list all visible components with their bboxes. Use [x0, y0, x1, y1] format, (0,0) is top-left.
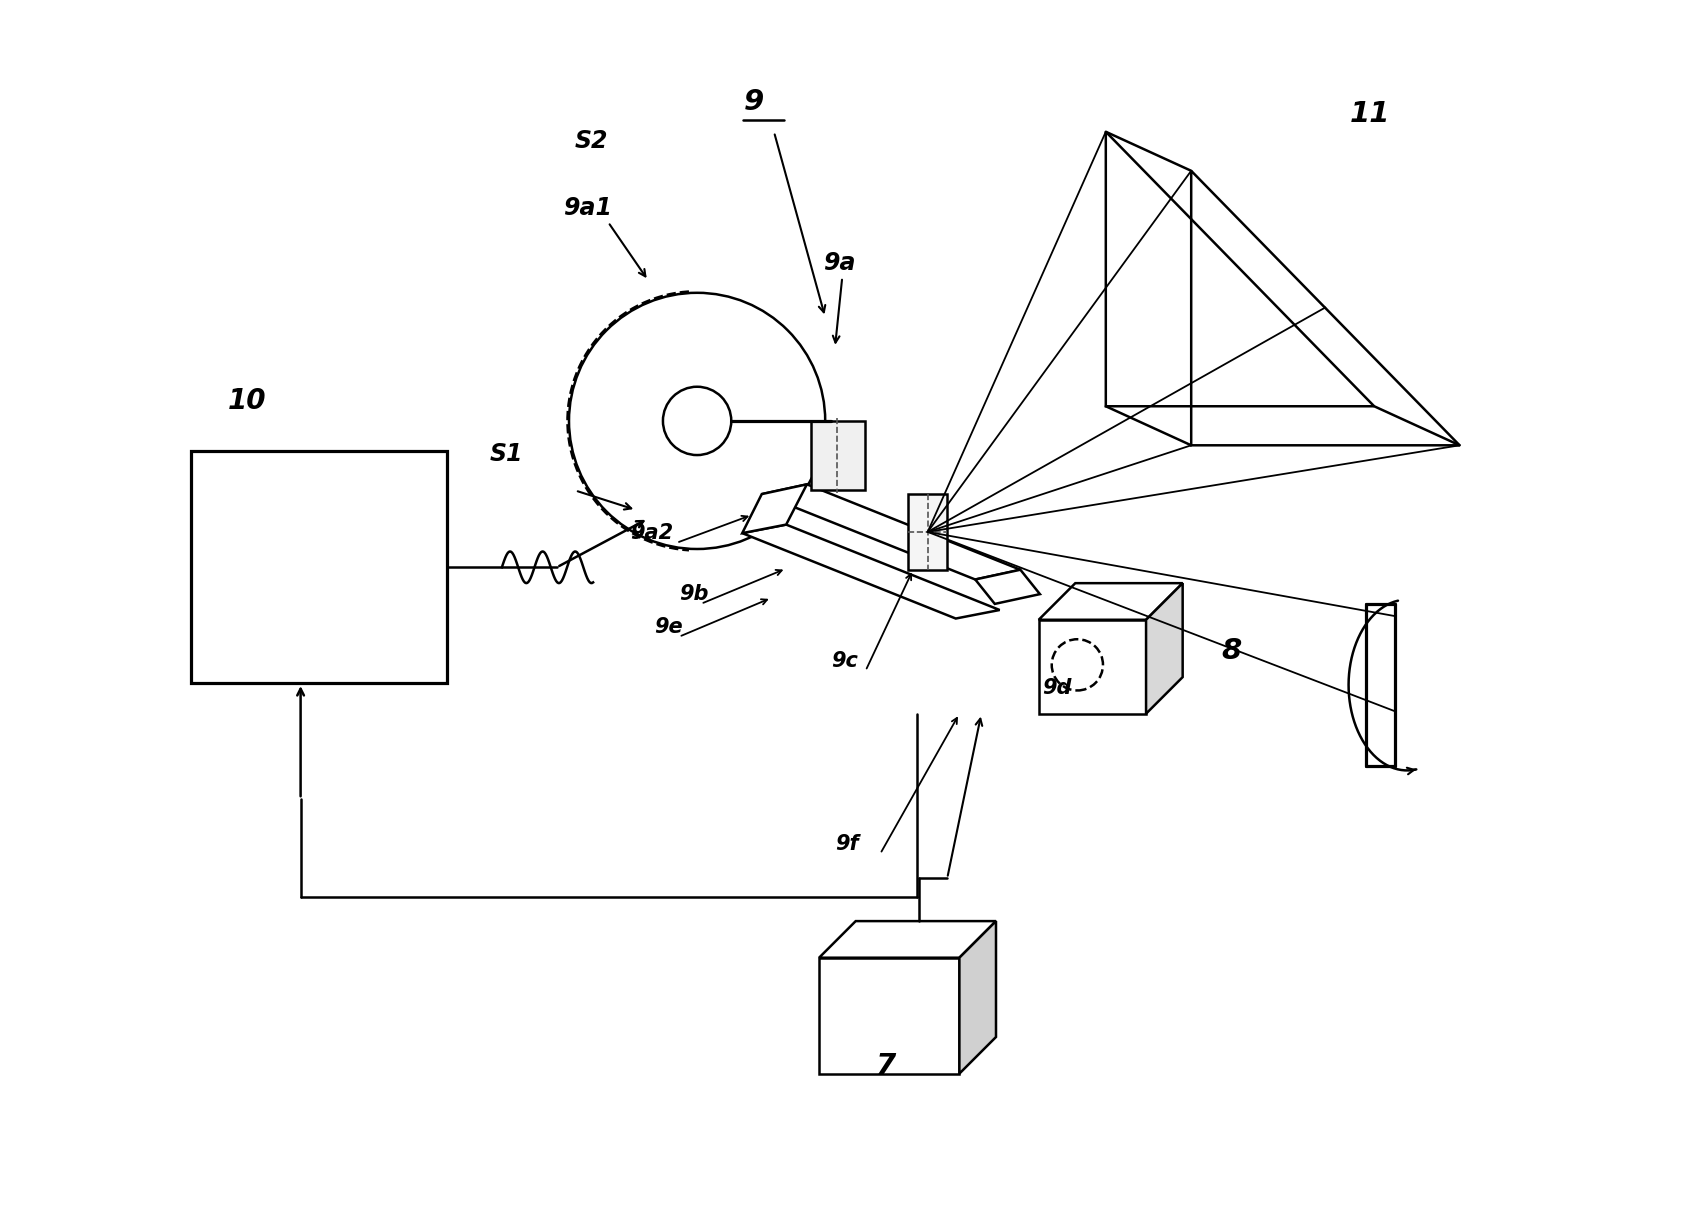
Bar	[820, 958, 960, 1074]
Text: 9a1: 9a1	[563, 195, 612, 220]
Text: 9f: 9f	[835, 834, 859, 854]
Text: 11: 11	[1350, 100, 1390, 128]
Text: 9b: 9b	[678, 584, 709, 604]
Text: 9a: 9a	[823, 250, 855, 274]
Polygon shape	[1145, 583, 1183, 714]
Text: 7: 7	[876, 1052, 896, 1080]
Polygon shape	[1039, 583, 1183, 620]
Text: 9: 9	[744, 88, 764, 116]
Polygon shape	[820, 921, 995, 958]
Text: 8: 8	[1221, 637, 1242, 665]
Bar	[1039, 620, 1145, 714]
Text: 9d: 9d	[1043, 678, 1071, 698]
Text: 9c: 9c	[832, 651, 859, 671]
Polygon shape	[908, 494, 946, 570]
Polygon shape	[960, 921, 995, 1074]
Polygon shape	[742, 525, 1000, 619]
Text: 9a2: 9a2	[629, 523, 673, 543]
Bar	[191, 451, 447, 683]
Polygon shape	[810, 421, 865, 490]
Polygon shape	[742, 484, 806, 533]
Polygon shape	[763, 484, 1021, 580]
Polygon shape	[975, 570, 1039, 604]
Text: S2: S2	[575, 128, 609, 152]
Text: S1: S1	[489, 442, 523, 466]
Text: 10: 10	[228, 387, 267, 415]
Text: 9e: 9e	[655, 617, 683, 637]
